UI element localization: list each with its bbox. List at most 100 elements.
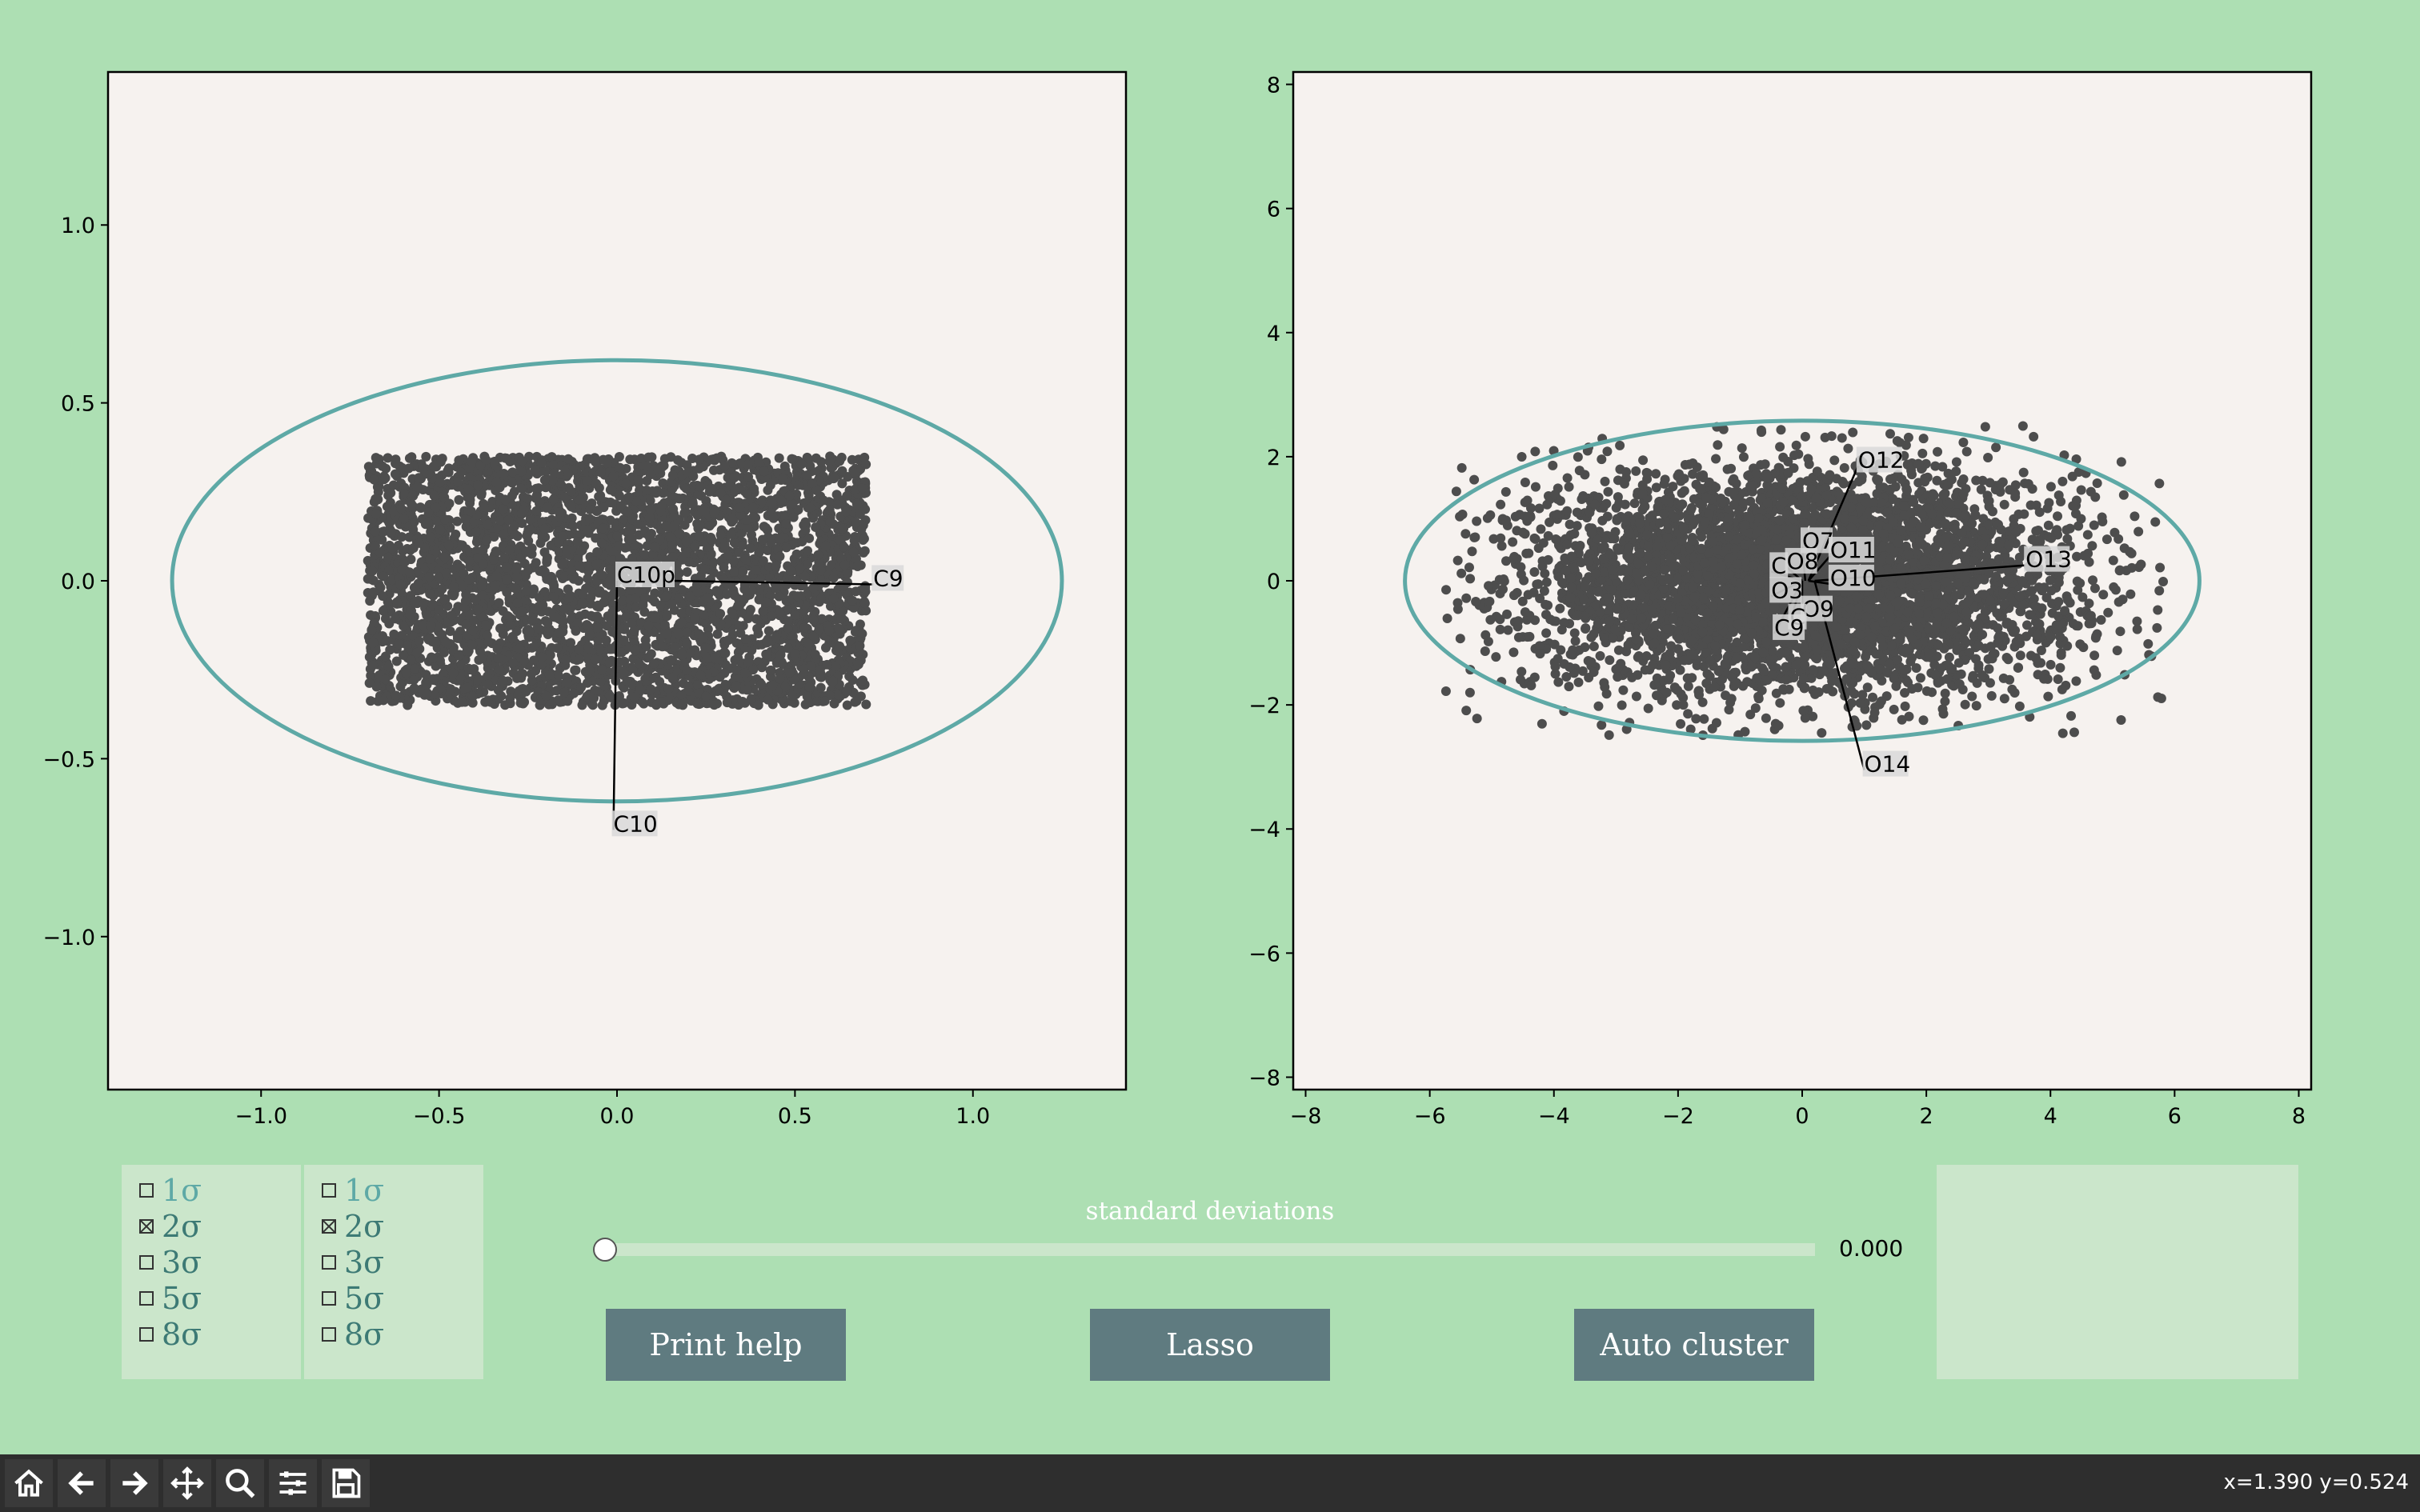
data-point bbox=[495, 665, 505, 675]
data-point bbox=[728, 609, 739, 619]
data-point bbox=[476, 581, 487, 591]
data-point bbox=[429, 490, 439, 501]
data-point bbox=[483, 519, 493, 530]
data-point bbox=[799, 571, 810, 582]
y-tick-label: 0.0 bbox=[61, 570, 95, 594]
data-point bbox=[676, 618, 687, 628]
data-point bbox=[650, 613, 660, 623]
data-point bbox=[491, 546, 501, 557]
data-point bbox=[554, 507, 564, 518]
data-point bbox=[709, 507, 719, 518]
data-point bbox=[768, 513, 779, 523]
data-point bbox=[467, 626, 478, 636]
data-point bbox=[378, 590, 388, 601]
data-point bbox=[1983, 452, 1993, 462]
data-point bbox=[723, 550, 733, 560]
data-point bbox=[490, 456, 500, 466]
data-point bbox=[860, 504, 871, 514]
data-point bbox=[644, 513, 655, 523]
data-point bbox=[405, 610, 415, 620]
data-point bbox=[838, 523, 848, 534]
data-point bbox=[616, 647, 627, 658]
right-axes[interactable]: O12O7O11CO8O10O13O3O9CC9O14−8−6−4−202468… bbox=[1248, 70, 2313, 1129]
data-point bbox=[403, 700, 413, 710]
data-point bbox=[435, 457, 446, 467]
data-point bbox=[551, 612, 561, 622]
data-point bbox=[1839, 462, 1849, 473]
data-point bbox=[432, 516, 443, 526]
data-point bbox=[447, 610, 457, 621]
data-point bbox=[682, 627, 692, 638]
data-point bbox=[645, 470, 655, 480]
data-point bbox=[491, 570, 502, 581]
annotation-label: C10 bbox=[614, 810, 658, 837]
data-point bbox=[758, 606, 768, 617]
data-point bbox=[720, 648, 731, 658]
data-point bbox=[544, 670, 555, 680]
data-point bbox=[767, 680, 778, 690]
data-point bbox=[806, 661, 816, 671]
data-point bbox=[508, 658, 519, 668]
data-point bbox=[558, 531, 568, 542]
data-point bbox=[712, 587, 723, 598]
data-point bbox=[835, 456, 845, 466]
data-point bbox=[539, 523, 550, 534]
x-tick-label: −1.0 bbox=[234, 1104, 287, 1129]
data-point bbox=[604, 690, 615, 701]
data-point bbox=[593, 622, 603, 633]
data-point bbox=[743, 472, 754, 482]
data-point bbox=[1638, 455, 1649, 466]
data-point bbox=[608, 471, 619, 482]
data-point bbox=[719, 540, 730, 550]
data-point bbox=[775, 534, 785, 544]
data-point bbox=[368, 638, 379, 648]
data-point bbox=[633, 519, 643, 530]
y-tick-label: −1.0 bbox=[42, 926, 95, 950]
data-point bbox=[682, 638, 692, 649]
data-point bbox=[543, 502, 553, 512]
data-point bbox=[570, 665, 580, 675]
data-point bbox=[742, 489, 752, 499]
data-point bbox=[548, 494, 559, 505]
data-point bbox=[483, 679, 493, 690]
data-point bbox=[792, 591, 803, 602]
data-point bbox=[445, 626, 455, 636]
data-point bbox=[548, 592, 559, 602]
data-point bbox=[785, 566, 795, 576]
data-point bbox=[659, 620, 670, 630]
data-point bbox=[440, 514, 451, 525]
data-point bbox=[414, 473, 424, 483]
data-point bbox=[803, 698, 814, 708]
data-point bbox=[694, 629, 704, 639]
data-point bbox=[409, 683, 419, 694]
data-point bbox=[688, 471, 699, 482]
data-point bbox=[687, 498, 698, 508]
data-point bbox=[499, 529, 509, 539]
data-point bbox=[701, 643, 711, 654]
data-point bbox=[473, 480, 483, 490]
data-point bbox=[740, 554, 751, 565]
data-point bbox=[808, 615, 819, 626]
data-point bbox=[847, 674, 858, 685]
data-point bbox=[516, 483, 527, 494]
data-point bbox=[807, 478, 818, 488]
data-point bbox=[784, 490, 795, 501]
data-point bbox=[391, 690, 401, 701]
data-point bbox=[810, 650, 820, 660]
data-point bbox=[655, 677, 665, 687]
data-point bbox=[454, 494, 464, 505]
data-point bbox=[852, 561, 863, 571]
data-point bbox=[699, 610, 709, 620]
data-point bbox=[390, 469, 400, 479]
data-point bbox=[791, 549, 802, 559]
data-point bbox=[606, 617, 616, 627]
data-point bbox=[740, 668, 751, 678]
data-point bbox=[515, 643, 525, 654]
data-point bbox=[395, 579, 406, 590]
data-point bbox=[384, 518, 395, 528]
data-point bbox=[2053, 511, 2063, 522]
data-point bbox=[575, 546, 586, 557]
data-point bbox=[824, 505, 835, 515]
